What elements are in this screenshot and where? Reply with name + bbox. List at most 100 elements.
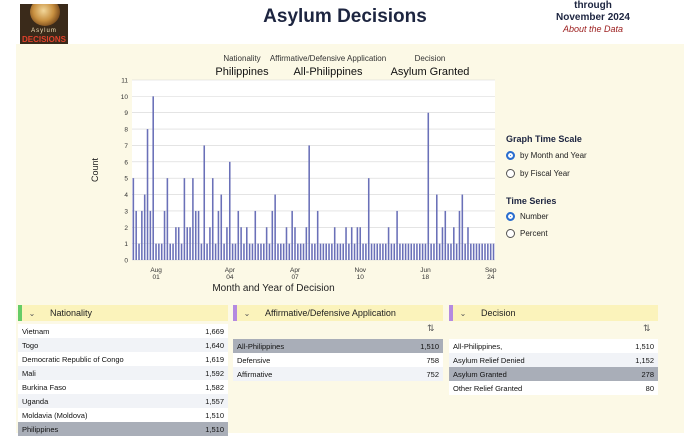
table-row[interactable]: Affirmative 752 (233, 367, 443, 381)
chart-bar (143, 194, 146, 260)
chevron-down-icon[interactable]: ⌄ (243, 308, 251, 318)
logo-big-text: DECISIONS (21, 35, 66, 44)
table-row[interactable]: Uganda 1,557 (18, 394, 228, 408)
chart-bar (399, 243, 401, 260)
row-value: 1,557 (205, 396, 224, 406)
row-value: 758 (426, 355, 439, 365)
table-row[interactable]: Togo 1,640 (18, 338, 228, 352)
chart-bar (254, 210, 257, 260)
chart-bar (404, 243, 407, 260)
radio-by-fiscal-year[interactable]: by Fiscal Year (506, 169, 570, 178)
x-tick-label: Sep (485, 267, 497, 274)
radio-dot[interactable] (506, 151, 515, 160)
table-row[interactable]: Mali 1,592 (18, 366, 228, 380)
table-row[interactable]: Moldavia (Moldova) 1,510 (18, 408, 228, 422)
asylum-decisions-logo[interactable]: Asylum DECISIONS (20, 4, 68, 44)
y-tick-label: 5 (124, 176, 128, 183)
table-row[interactable]: Defensive 758 (233, 353, 443, 367)
chart-bar (257, 243, 259, 260)
chart-bar (373, 243, 376, 260)
chart-bar (194, 210, 197, 260)
table-row[interactable]: Democratic Republic of Congo 1,619 (18, 352, 228, 366)
panel-title: Nationality (50, 308, 93, 318)
application-table: All-Philippines 1,510 Defensive 758 Affirm… (233, 339, 443, 381)
chevron-down-icon[interactable]: ⌄ (28, 308, 36, 318)
filter-application[interactable]: Affirmative/Defensive Application All-Ph… (268, 54, 388, 78)
radio-label: Number (520, 212, 549, 221)
radio-by-month-and-year[interactable]: by Month and Year (506, 151, 587, 160)
about-the-data-link[interactable]: About the Data (562, 24, 624, 34)
filter-nationality[interactable]: Nationality Philippines (198, 54, 286, 78)
chart-bar (180, 243, 183, 260)
row-name: Asylum Granted (453, 369, 507, 379)
chart-bar (339, 243, 342, 260)
chart-bar (362, 243, 364, 260)
sort-icon[interactable]: ⇅ (643, 323, 651, 333)
radio-dot[interactable] (506, 169, 515, 178)
chart-bar (209, 227, 211, 260)
chart-bar (291, 210, 293, 260)
table-row-selected[interactable]: Philippines 1,510 (18, 422, 228, 436)
chart-bar (146, 129, 149, 260)
radio-dot[interactable] (506, 229, 515, 238)
chart-bar (393, 243, 396, 260)
chart-bar (288, 243, 291, 260)
chart-bar (359, 227, 362, 260)
sort-icon[interactable]: ⇅ (427, 323, 435, 333)
chart-bar (141, 210, 143, 260)
chevron-down-icon[interactable]: ⌄ (459, 308, 467, 318)
chart-bar (217, 210, 220, 260)
chart-bar (447, 243, 449, 260)
radio-dot[interactable] (506, 212, 515, 221)
table-row-selected[interactable]: All-Philippines 1,510 (233, 339, 443, 353)
application-panel-header[interactable]: ⌄ Affirmative/Defensive Application (233, 305, 443, 321)
radio-label: by Fiscal Year (520, 169, 570, 178)
chart-bar (441, 227, 444, 260)
chart-bar (450, 243, 452, 260)
row-value: 1,582 (205, 382, 224, 392)
x-tick-label: 01 (152, 274, 160, 281)
chart-bar (427, 112, 430, 261)
chart-bar (160, 243, 163, 260)
chart-bar (243, 243, 245, 260)
y-tick-label: 2 (124, 225, 128, 232)
chart-bar (453, 227, 455, 260)
chart-bar (472, 243, 475, 260)
chart-bar (223, 243, 225, 260)
chart-bar (186, 227, 189, 260)
table-row[interactable]: Burkina Faso 1,582 (18, 380, 228, 394)
y-tick-label: 9 (124, 110, 128, 117)
chart-bar (438, 243, 441, 260)
x-tick-label: 24 (487, 274, 495, 281)
chart-bar (274, 194, 276, 260)
chart-bar (413, 243, 415, 260)
table-row-selected[interactable]: Asylum Granted 278 (449, 367, 658, 381)
row-value: 278 (641, 369, 654, 379)
radio-percent[interactable]: Percent (506, 229, 548, 238)
filter-decision[interactable]: Decision Asylum Granted (384, 54, 476, 78)
row-value: 1,510 (635, 341, 654, 351)
filter-value: Philippines (215, 66, 269, 78)
y-axis-label: Count (90, 158, 100, 183)
row-value: 1,510 (205, 410, 224, 420)
row-name: Moldavia (Moldova) (22, 410, 88, 420)
chart-bar (328, 243, 330, 260)
chart-bar (333, 227, 336, 260)
radio-number[interactable]: Number (506, 212, 548, 221)
chart-bar (192, 178, 194, 260)
table-row[interactable]: All-Philippines, 1,510 (449, 339, 658, 353)
filter-value: All-Philippines (293, 66, 363, 78)
chart-bar (302, 243, 305, 260)
decision-panel-header[interactable]: ⌄ Decision (449, 305, 658, 321)
table-row[interactable]: Asylum Relief Denied 1,152 (449, 353, 658, 367)
chart-bar (172, 243, 174, 260)
nationality-panel-header[interactable]: ⌄ Nationality (18, 305, 228, 321)
x-tick-label: 04 (226, 274, 234, 281)
chart-bar (226, 227, 228, 260)
table-row[interactable]: Vietnam 1,669 (18, 324, 228, 338)
chart-bar (299, 243, 302, 260)
chart-bar (467, 227, 469, 260)
y-tick-label: 7 (124, 143, 128, 150)
table-row[interactable]: Other Relief Granted 80 (449, 381, 658, 395)
chart-bar (314, 243, 316, 260)
